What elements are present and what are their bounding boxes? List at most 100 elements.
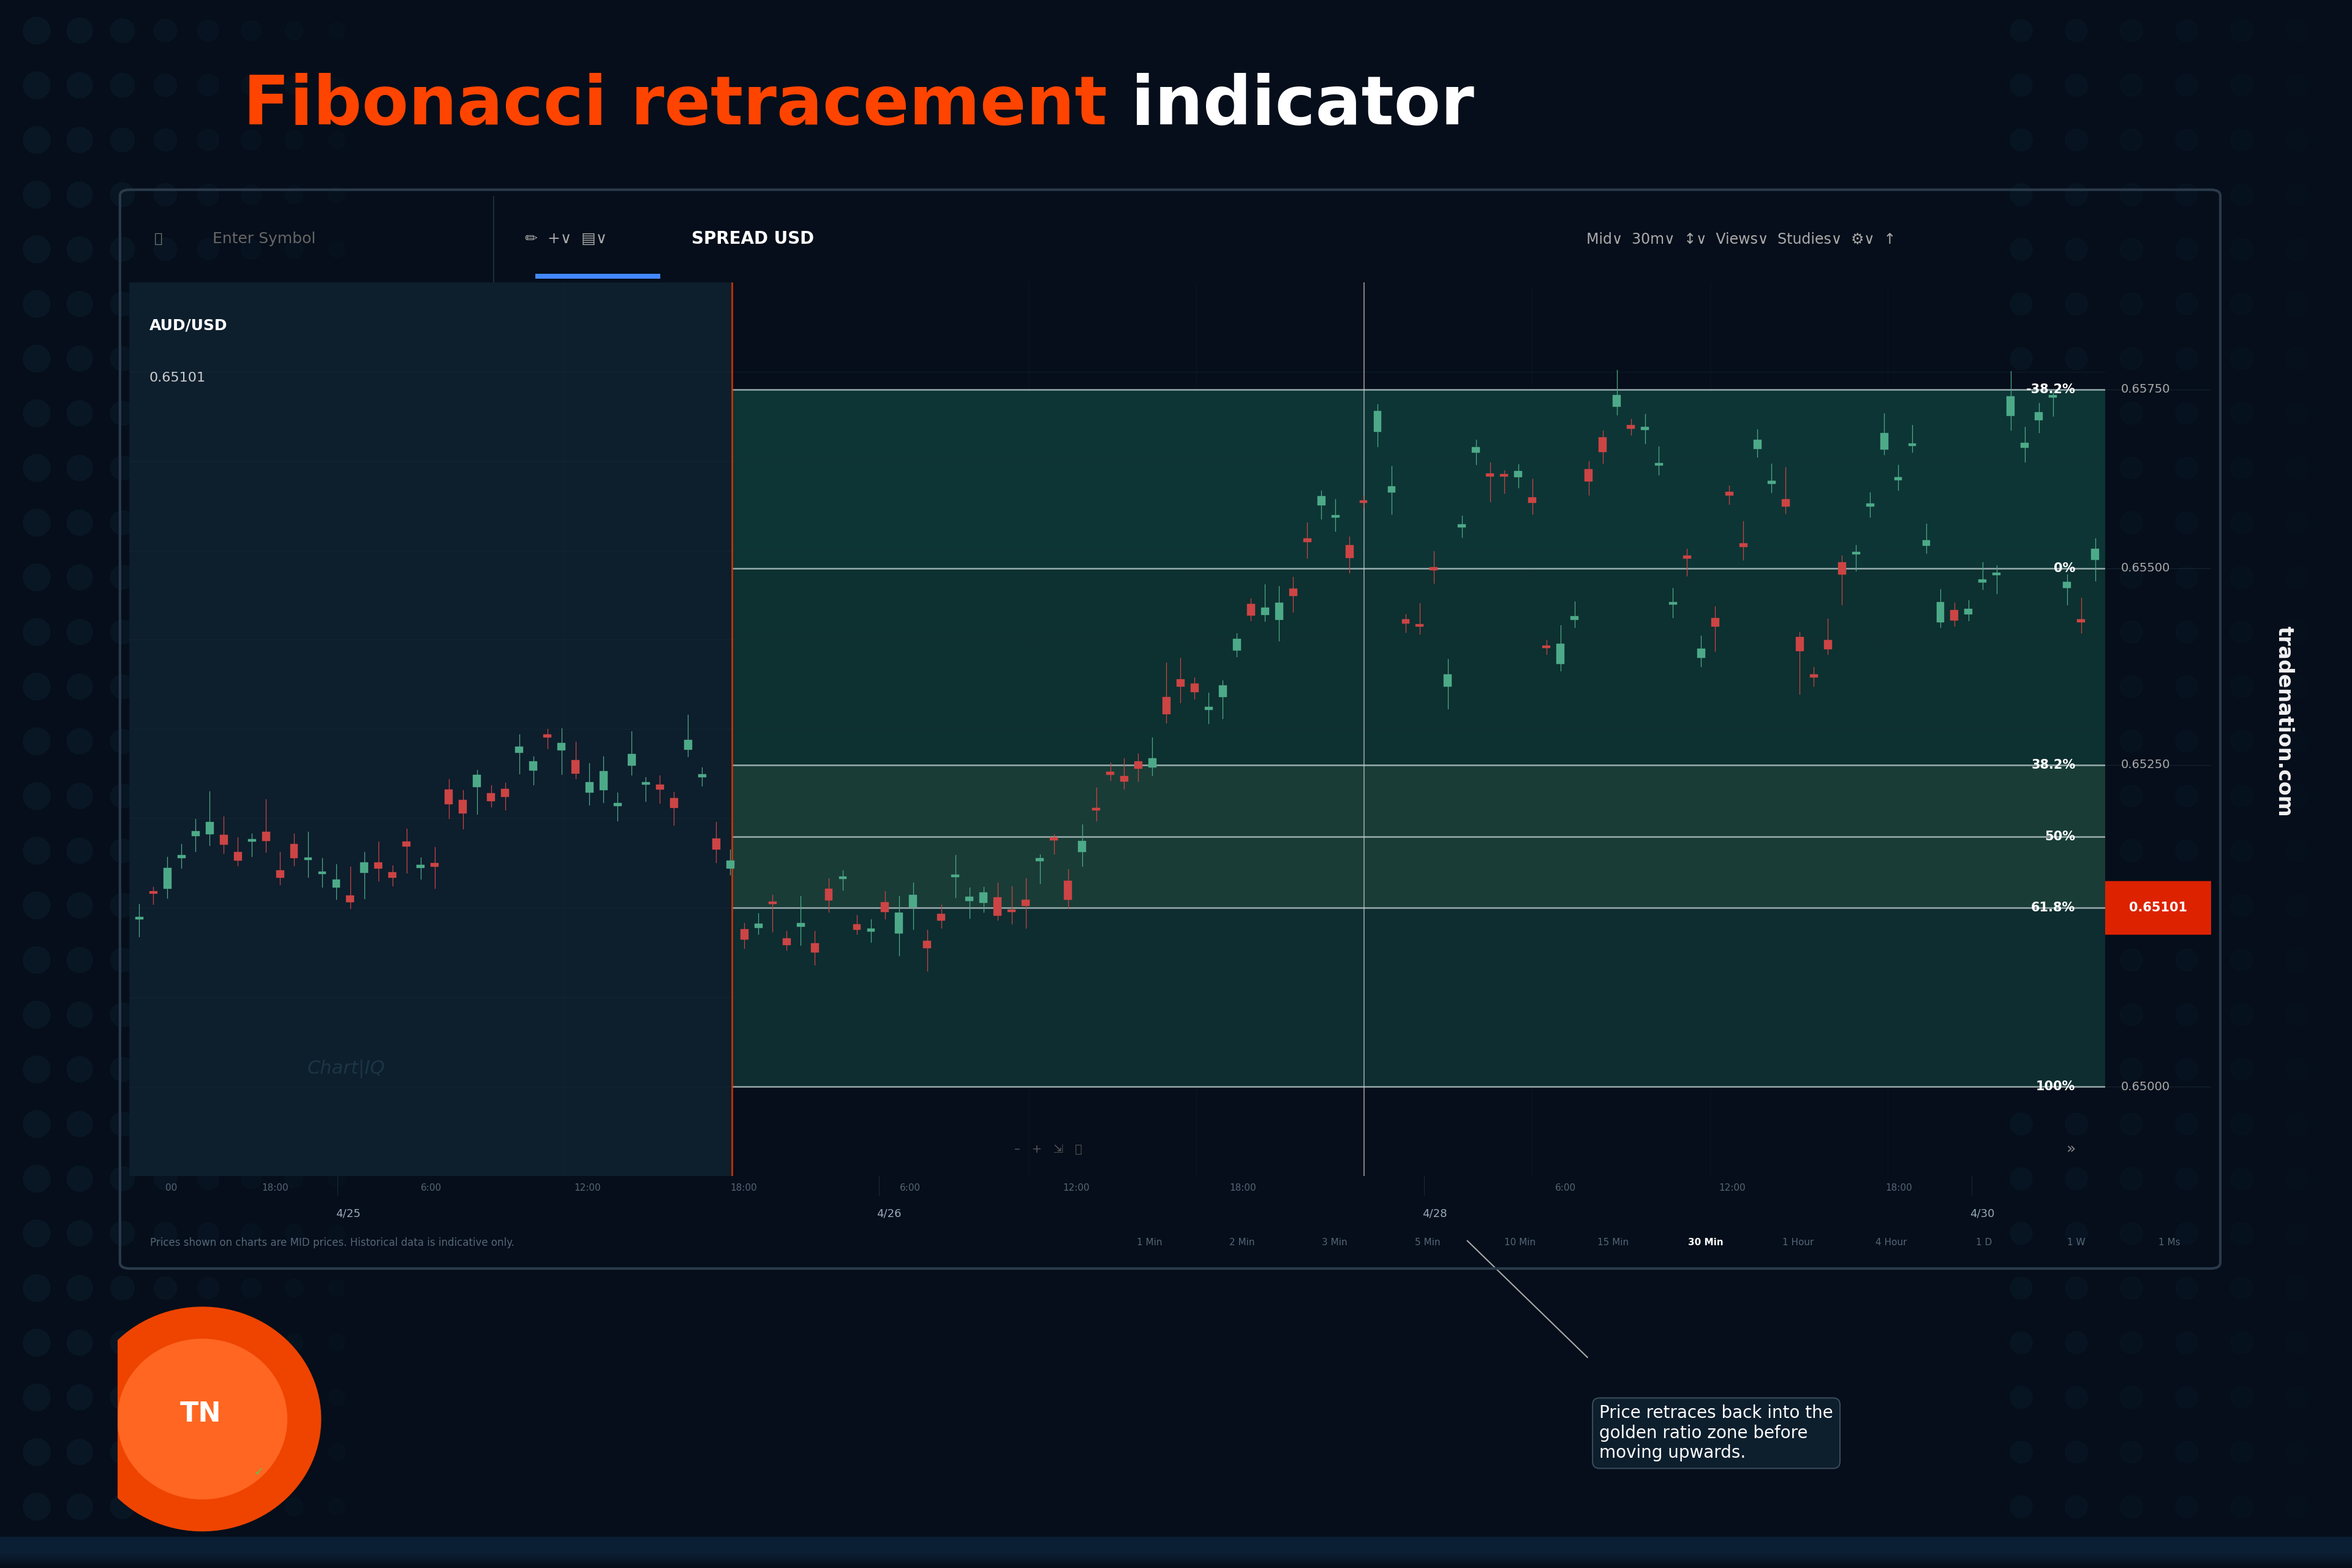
Text: Mid∨  30m∨  ↕∨  Views∨  Studies∨  ⚙∨  ↑: Mid∨ 30m∨ ↕∨ Views∨ Studies∨ ⚙∨ ↑	[1585, 232, 1896, 246]
Circle shape	[2176, 1113, 2197, 1135]
Circle shape	[329, 1062, 346, 1077]
Circle shape	[198, 621, 219, 643]
Circle shape	[2011, 456, 2032, 478]
Circle shape	[24, 290, 49, 317]
Bar	[0, 1544, 2352, 1560]
Circle shape	[66, 674, 92, 699]
Bar	[1416, 624, 1423, 627]
Bar	[0, 1537, 2352, 1552]
Circle shape	[2122, 1113, 2143, 1135]
Bar	[0, 1548, 2352, 1563]
Bar	[1218, 685, 1228, 696]
Bar	[731, 908, 2105, 1087]
Bar	[1726, 492, 1733, 495]
Bar	[1303, 538, 1310, 543]
Circle shape	[24, 127, 49, 154]
Circle shape	[2122, 403, 2143, 425]
Circle shape	[329, 187, 346, 202]
Bar	[0, 1551, 2352, 1566]
Circle shape	[66, 455, 92, 481]
FancyBboxPatch shape	[2105, 881, 2211, 935]
Bar	[0, 1538, 2352, 1554]
Circle shape	[2176, 19, 2197, 42]
Bar	[0, 1538, 2352, 1554]
Circle shape	[2230, 129, 2253, 151]
Circle shape	[2011, 1496, 2032, 1518]
Circle shape	[2230, 238, 2253, 260]
Bar	[0, 1540, 2352, 1555]
Bar	[0, 1546, 2352, 1562]
Circle shape	[329, 842, 346, 859]
Bar	[1907, 444, 1917, 447]
Bar	[0, 1552, 2352, 1568]
Circle shape	[2011, 129, 2032, 151]
Circle shape	[2230, 894, 2253, 916]
Circle shape	[155, 511, 176, 535]
Circle shape	[2286, 1168, 2307, 1190]
Circle shape	[242, 840, 261, 861]
Circle shape	[242, 1497, 261, 1516]
Circle shape	[66, 1057, 92, 1082]
Bar	[2034, 412, 2044, 420]
Circle shape	[2230, 840, 2253, 862]
Circle shape	[66, 127, 92, 152]
Circle shape	[285, 22, 303, 39]
Bar	[1823, 640, 1832, 649]
Circle shape	[66, 729, 92, 754]
Bar	[2020, 442, 2030, 448]
Circle shape	[285, 1279, 303, 1297]
Circle shape	[2011, 403, 2032, 425]
Circle shape	[24, 1493, 49, 1521]
Circle shape	[198, 130, 219, 151]
Circle shape	[155, 784, 176, 808]
Circle shape	[242, 403, 261, 423]
Circle shape	[285, 350, 303, 368]
Text: tradenation.com: tradenation.com	[2274, 626, 2293, 817]
Bar	[1204, 707, 1214, 710]
Bar	[0, 1543, 2352, 1559]
Circle shape	[66, 237, 92, 262]
Circle shape	[2011, 74, 2032, 96]
Circle shape	[24, 1275, 49, 1301]
Text: 1 Ms: 1 Ms	[2159, 1239, 2180, 1247]
Bar	[176, 855, 186, 858]
Text: 12:00: 12:00	[574, 1184, 600, 1192]
Bar	[416, 864, 426, 869]
Bar	[0, 1552, 2352, 1568]
Circle shape	[2011, 840, 2032, 862]
Circle shape	[155, 1276, 176, 1300]
Circle shape	[111, 129, 134, 152]
Circle shape	[2176, 129, 2197, 151]
Bar	[0, 1551, 2352, 1566]
Bar	[1472, 447, 1479, 453]
Bar	[0, 1543, 2352, 1559]
Circle shape	[2065, 1004, 2089, 1025]
Bar	[0, 1546, 2352, 1562]
Bar	[0, 1537, 2352, 1552]
Circle shape	[285, 1225, 303, 1242]
Circle shape	[2122, 786, 2143, 808]
Text: 18:00: 18:00	[1886, 1184, 1912, 1192]
Text: 00: 00	[165, 1184, 176, 1192]
Circle shape	[2065, 840, 2089, 862]
Bar	[586, 782, 593, 793]
Bar	[543, 734, 550, 737]
Circle shape	[2286, 348, 2307, 370]
Bar	[0, 1549, 2352, 1565]
Circle shape	[24, 1002, 49, 1029]
Bar	[1613, 395, 1621, 406]
Bar	[1275, 604, 1282, 619]
Circle shape	[66, 1112, 92, 1137]
Circle shape	[285, 677, 303, 696]
Circle shape	[242, 1388, 261, 1406]
Circle shape	[2230, 1331, 2253, 1353]
Bar	[1458, 525, 1465, 527]
Bar	[1599, 437, 1606, 452]
Circle shape	[111, 1057, 134, 1082]
Bar	[0, 1543, 2352, 1559]
Circle shape	[242, 348, 261, 368]
Circle shape	[242, 185, 261, 204]
Circle shape	[2286, 840, 2307, 862]
Circle shape	[198, 676, 219, 698]
Bar	[1893, 477, 1903, 480]
